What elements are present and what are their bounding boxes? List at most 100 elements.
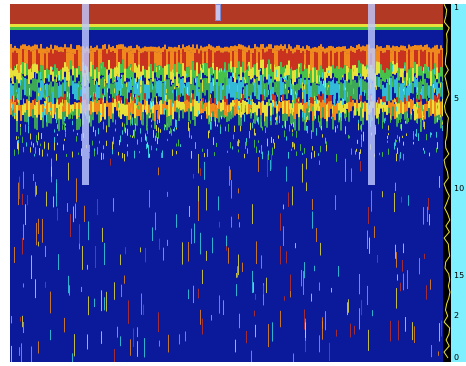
scatter-layer-cell	[406, 101, 408, 112]
scatter-point	[399, 73, 400, 76]
scatter-layer-cell	[308, 79, 310, 100]
scatter-layer-cell	[258, 84, 260, 101]
scatter-point	[311, 132, 312, 139]
scatter-point	[437, 105, 438, 109]
scatter-point	[271, 136, 272, 143]
scatter-point	[130, 115, 131, 123]
scatter-point	[333, 95, 334, 104]
scatter-point	[129, 85, 130, 93]
scatter-layer-cell	[130, 50, 132, 65]
deep-streak	[193, 173, 194, 179]
deep-streak	[400, 282, 401, 292]
scatter-point	[278, 135, 279, 139]
scatter-layer-cell	[76, 68, 78, 78]
scatter-layer-cell	[386, 83, 388, 102]
deep-streak	[306, 182, 307, 192]
ping-marker-left[interactable]	[82, 4, 89, 185]
scatter-layer-cell	[286, 64, 288, 76]
ping-marker-right[interactable]	[368, 4, 375, 185]
scatter-point	[437, 117, 438, 122]
scatter-point	[173, 129, 174, 132]
scatter-layer-cell	[24, 49, 26, 63]
scatter-point	[353, 69, 354, 72]
scatter-layer-cell	[10, 44, 12, 50]
scatter-layer-cell	[60, 69, 62, 82]
scatter-point	[403, 153, 404, 161]
scatter-layer-cell	[342, 46, 344, 52]
scatter-point	[16, 136, 17, 140]
scatter-layer-cell	[68, 52, 70, 72]
scatter-layer-cell	[118, 62, 120, 77]
scatter-layer-cell	[430, 99, 432, 116]
scatter-point	[400, 124, 401, 129]
scatter-point	[188, 121, 189, 130]
scatter-point	[237, 141, 238, 147]
scatter-point	[357, 139, 358, 144]
scatter-point	[80, 118, 81, 127]
deep-streak	[305, 332, 306, 353]
deep-streak	[88, 296, 89, 316]
scatter-layer-cell	[360, 95, 362, 102]
echogram-canvas[interactable]	[10, 4, 443, 362]
scatter-layer-cell	[202, 52, 204, 64]
scatter-layer-cell	[88, 103, 90, 111]
scatter-point	[150, 100, 151, 109]
scatter-layer-cell	[14, 45, 16, 51]
scatter-layer-cell	[64, 111, 66, 119]
scatter-layer-cell	[136, 44, 138, 50]
scatter-layer-cell	[396, 97, 398, 104]
scatter-layer-cell	[272, 53, 274, 72]
scatter-layer-cell	[168, 99, 170, 117]
scatter-layer-cell	[212, 51, 214, 63]
scatter-layer-cell	[324, 53, 326, 72]
scatter-layer-cell	[334, 68, 336, 78]
scatter-layer-cell	[344, 51, 346, 65]
deep-streak	[252, 270, 253, 294]
scatter-point	[104, 84, 105, 89]
scatter-point	[397, 147, 398, 154]
scatter-point	[214, 152, 215, 157]
scatter-layer-cell	[306, 50, 308, 69]
scatter-layer-cell	[210, 45, 212, 51]
scatter-layer-cell	[196, 62, 198, 77]
scatter-layer-cell	[418, 101, 420, 119]
scatter-layer-cell	[378, 51, 380, 63]
scatter-point	[434, 76, 435, 82]
scatter-layer-cell	[240, 117, 242, 126]
top-position-marker[interactable]	[215, 4, 221, 21]
scatter-layer-cell	[104, 67, 106, 82]
scatter-layer-cell	[120, 97, 122, 104]
scatter-layer-cell	[326, 52, 328, 68]
deep-streak	[430, 279, 431, 290]
scatter-point	[387, 140, 388, 143]
scatter-point	[317, 107, 318, 111]
scatter-layer-cell	[382, 96, 384, 103]
scatter-layer-cell	[380, 64, 382, 78]
scatter-layer-cell	[416, 96, 418, 103]
scatter-layer-cell	[402, 83, 404, 106]
scatter-layer-cell	[226, 46, 228, 52]
scatter-point	[171, 81, 172, 85]
scatter-layer-cell	[174, 79, 176, 90]
deep-streak	[33, 173, 34, 181]
scatter-point	[361, 124, 362, 132]
scatter-layer-cell	[116, 49, 118, 68]
scatter-layer-cell	[66, 47, 68, 53]
scatter-point	[302, 91, 303, 99]
scatter-point	[318, 153, 319, 156]
scatter-layer-cell	[388, 45, 390, 51]
scatter-point	[325, 91, 326, 100]
scatter-layer-cell	[108, 49, 110, 60]
scatter-point	[244, 153, 245, 159]
scatter-layer-cell	[424, 63, 426, 74]
scatter-point	[261, 146, 262, 154]
scatter-layer-cell	[424, 45, 426, 51]
deep-streak	[75, 203, 76, 219]
scatter-point	[23, 98, 24, 106]
scatter-layer-cell	[300, 63, 302, 75]
scatter-point	[353, 88, 354, 95]
depth-trace-strip	[443, 4, 451, 362]
scatter-layer-cell	[264, 52, 266, 69]
scatter-layer-cell	[164, 65, 166, 81]
scatter-point	[395, 139, 396, 144]
